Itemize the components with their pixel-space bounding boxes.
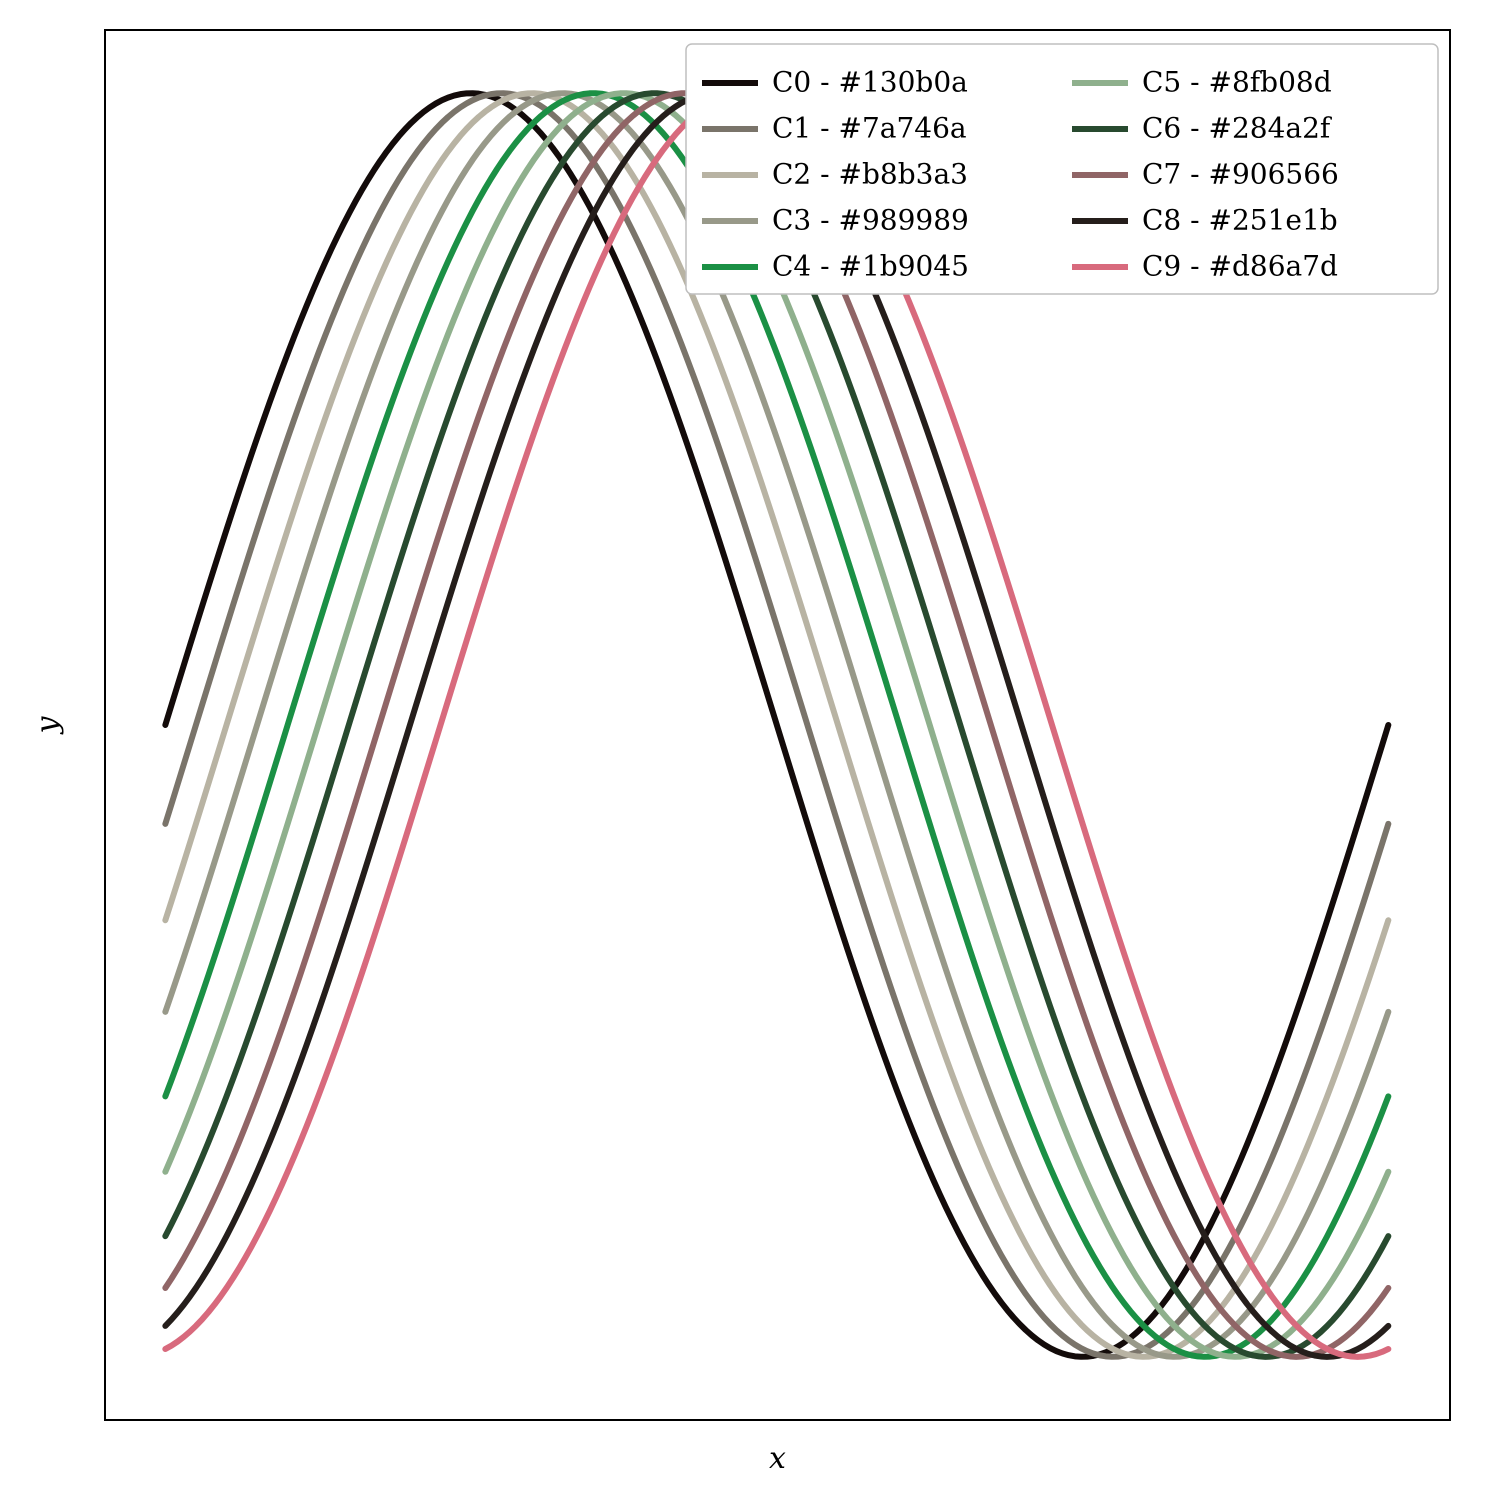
legend-label-c0: C0 - #130b0a: [772, 66, 968, 99]
chart-svg: x y C0 - #130b0a C1 - #7a746a C2 - #b8b3a3 C3…: [0, 0, 1500, 1500]
legend-label-c8: C8 - #251e1b: [1142, 204, 1338, 237]
legend-label-c3: C3 - #989989: [772, 204, 969, 237]
legend-label-c2: C2 - #b8b3a3: [772, 158, 968, 191]
legend: C0 - #130b0a C1 - #7a746a C2 - #b8b3a3 C3 -…: [686, 44, 1438, 294]
legend-label-c5: C5 - #8fb08d: [1142, 66, 1332, 99]
legend-label-c7: C7 - #906566: [1142, 158, 1339, 191]
legend-label-c9: C9 - #d86a7d: [1142, 250, 1338, 283]
y-axis-label: y: [30, 715, 65, 735]
legend-label-c4: C4 - #1b9045: [772, 250, 969, 283]
legend-label-c6: C6 - #284a2f: [1142, 112, 1333, 145]
chart-container: x y C0 - #130b0a C1 - #7a746a C2 - #b8b3a3 C3…: [0, 0, 1500, 1500]
x-axis-label: x: [769, 1441, 786, 1476]
legend-label-c1: C1 - #7a746a: [772, 112, 967, 145]
